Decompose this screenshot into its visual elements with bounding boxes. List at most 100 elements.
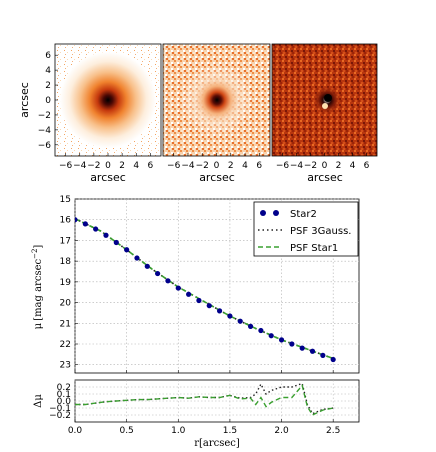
image-y-tick-label: 6 (45, 51, 51, 61)
residual-plot-x-ticks: 0.0 0.5 1.0 1.5 2.0 2.5 (68, 419, 340, 436)
legend-marker-star2 (260, 210, 266, 216)
y-tick-label: 20 (60, 299, 72, 309)
y-tick-label: 0.2 (57, 383, 71, 393)
residual-plot-x-axis-label: r[arcsec] (194, 438, 240, 449)
data-point-star2 (320, 352, 326, 358)
image-x-tick-label: −6 (276, 161, 290, 171)
legend: Star2 PSF 3Gauss. PSF Star1 (253, 201, 359, 257)
residual-plot: 0.20.10.0−0.1−0.2 0.0 0.5 1.0 1.5 2.0 2.5 Δμ … (33, 379, 360, 449)
data-point-star2 (93, 226, 99, 232)
image-y-tick-label: −6 (38, 141, 52, 151)
image-x-tick-label: −4 (73, 161, 87, 171)
data-point-star2 (82, 221, 88, 227)
legend-label-star2: Star2 (290, 209, 317, 220)
legend-entry-star2: Star2 (260, 209, 317, 220)
x-tick-label: 2.0 (274, 426, 289, 436)
data-point-star2 (134, 255, 140, 261)
image-x-tick-label: −2 (304, 161, 317, 171)
x-tick-label: 0.0 (68, 426, 83, 436)
image-x-tick-label: 0 (322, 161, 328, 171)
residual-plot-y-axis-label: Δμ (33, 394, 44, 408)
data-point-star2 (124, 247, 130, 253)
data-point-star2 (309, 348, 316, 354)
profile-plot-y-axis-label: μ[mag arcsec−2] (31, 245, 44, 330)
legend-entry-psf-3gauss: PSF 3Gauss. (258, 226, 351, 237)
data-point-star2 (258, 327, 264, 334)
image-x-tick-label: 0 (105, 161, 111, 171)
residual-line-psf-star1 (75, 384, 334, 416)
data-point-star2 (227, 313, 233, 319)
data-point-star2 (330, 356, 336, 363)
image-panel-residual (271, 43, 378, 157)
image-x-tick-label: −4 (181, 161, 195, 171)
image-x-tick-label: 6 (364, 161, 370, 171)
image-y-tick-label: 4 (45, 66, 51, 76)
profile-plot-series (75, 217, 336, 363)
data-point-star2 (103, 232, 109, 238)
residual-plot-y-ticks: 0.20.10.0−0.1−0.2 (49, 383, 71, 421)
x-tick-label: 1.0 (171, 426, 186, 436)
data-point-star2 (175, 285, 181, 291)
image-x-tick-label: 4 (133, 161, 139, 171)
image-x-tick-label: −6 (59, 161, 73, 171)
data-point-star2 (237, 318, 243, 324)
data-point-star2 (186, 291, 192, 297)
data-point-star2 (216, 308, 223, 314)
data-point-star2 (268, 333, 274, 339)
data-point-star2 (289, 341, 295, 347)
legend-label-psf-star1: PSF Star1 (290, 243, 338, 254)
data-point-star2 (155, 270, 161, 277)
image-x-tick-label: 2 (228, 161, 234, 171)
image-x-tick-label: 4 (242, 161, 248, 171)
y-tick-label: 19 (60, 278, 72, 288)
y-tick-label: 0.1 (57, 390, 71, 400)
y-tick-label: 22 (60, 340, 71, 350)
image-x-tick-label: −2 (87, 161, 100, 171)
y-tick-label: −0.2 (49, 411, 71, 421)
image-panel-model (54, 43, 162, 157)
x-tick-label: 2.5 (326, 426, 340, 436)
image-x-tick-label: 2 (336, 161, 342, 171)
data-point-star2 (299, 345, 305, 351)
image-y-tick-label: 2 (45, 81, 51, 91)
residual-plot-frame (74, 379, 360, 423)
image-y-tick-label: −4 (38, 126, 52, 136)
y-tick-label: 18 (60, 257, 72, 267)
legend-entry-psf-star1: PSF Star1 (258, 243, 338, 254)
data-point-star2 (206, 303, 212, 309)
data-point-star2 (144, 263, 150, 269)
data-point-star2 (165, 278, 171, 284)
image-y-axis-label: arcsec (18, 82, 31, 118)
profile-plot: 15 16 17 18 19 20 21 22 23 μ[mag arcsec−2] Star2… (31, 195, 360, 374)
y-tick-label: −0.1 (49, 404, 71, 414)
y-tick-label: 16 (60, 216, 72, 226)
legend-marker-star2-b (273, 210, 279, 216)
image-x-tick-label: 6 (148, 161, 154, 171)
x-tick-label: 0.5 (119, 426, 133, 436)
data-point-star2 (247, 323, 254, 329)
image-x-tick-label: −6 (167, 161, 181, 171)
image-x-axis-label-2: arcsec (199, 171, 235, 184)
image-x-tick-label: −2 (196, 161, 209, 171)
data-point-star2 (196, 297, 202, 304)
legend-box (253, 201, 359, 257)
image-y-tick-label: 0 (45, 96, 51, 106)
y-tick-label: 23 (60, 361, 71, 371)
image-x-tick-label: −4 (290, 161, 304, 171)
residual-plot-grid (74, 380, 359, 422)
image-x-axis-label-1: arcsec (90, 171, 126, 184)
image-panel-data (162, 43, 271, 157)
profile-plot-y-ticks: 15 16 17 18 19 20 21 22 23 (60, 195, 78, 371)
legend-label-psf-3gauss: PSF 3Gauss. (290, 226, 351, 237)
image-x-tick-label: 0 (214, 161, 220, 171)
image-x-axis-label-3: arcsec (307, 171, 343, 184)
data-point-star2 (75, 217, 78, 223)
residual-plot-series (75, 382, 334, 416)
y-tick-label: 21 (60, 319, 71, 329)
image-x-tick-label: 6 (256, 161, 262, 171)
y-tick-label: 15 (60, 195, 71, 205)
image-x-tick-label: 4 (350, 161, 356, 171)
y-tick-label: 0.0 (57, 397, 72, 407)
